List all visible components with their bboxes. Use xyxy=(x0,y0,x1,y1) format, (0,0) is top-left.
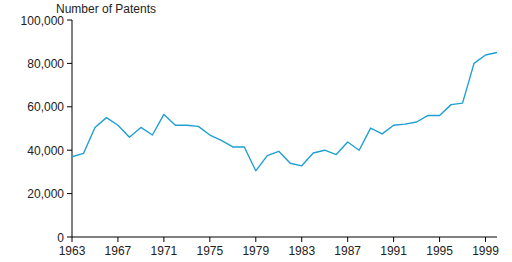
x-tick xyxy=(439,237,440,242)
x-tick xyxy=(347,237,348,242)
x-tick-label: 1983 xyxy=(288,244,315,258)
y-tick-label: 100,000 xyxy=(21,14,65,28)
x-tick-label: 1971 xyxy=(151,244,178,258)
y-tick xyxy=(67,106,72,107)
x-tick xyxy=(209,237,210,242)
x-tick-label: 1979 xyxy=(242,244,269,258)
x-tick-label: 1999 xyxy=(472,244,499,258)
y-tick-label: 0 xyxy=(57,231,64,245)
y-tick-label: 80,000 xyxy=(27,57,64,71)
x-tick-label: 1963 xyxy=(59,244,86,258)
x-tick xyxy=(72,237,73,242)
x-tick xyxy=(117,237,118,242)
y-tick xyxy=(67,237,72,238)
y-tick-label: 20,000 xyxy=(27,187,64,201)
y-axis xyxy=(72,20,73,237)
x-tick-label: 1991 xyxy=(380,244,407,258)
y-tick xyxy=(67,193,72,194)
x-tick-label: 1995 xyxy=(426,244,453,258)
y-axis-title: Number of Patents xyxy=(56,2,156,16)
line-series xyxy=(72,53,497,171)
x-tick-label: 1987 xyxy=(334,244,361,258)
x-axis xyxy=(72,237,497,238)
x-tick xyxy=(485,237,486,242)
x-tick xyxy=(255,237,256,242)
x-tick xyxy=(393,237,394,242)
y-tick xyxy=(67,20,72,21)
x-tick xyxy=(301,237,302,242)
chart: Number of Patents 0 20,000 40,000 60,000 80,0… xyxy=(0,0,512,262)
y-tick-label: 60,000 xyxy=(27,100,64,114)
y-tick xyxy=(67,63,72,64)
y-tick-label: 40,000 xyxy=(27,144,64,158)
x-tick-label: 1975 xyxy=(196,244,223,258)
plot-area xyxy=(72,53,497,171)
x-tick-label: 1967 xyxy=(105,244,132,258)
x-tick xyxy=(163,237,164,242)
y-tick xyxy=(67,150,72,151)
